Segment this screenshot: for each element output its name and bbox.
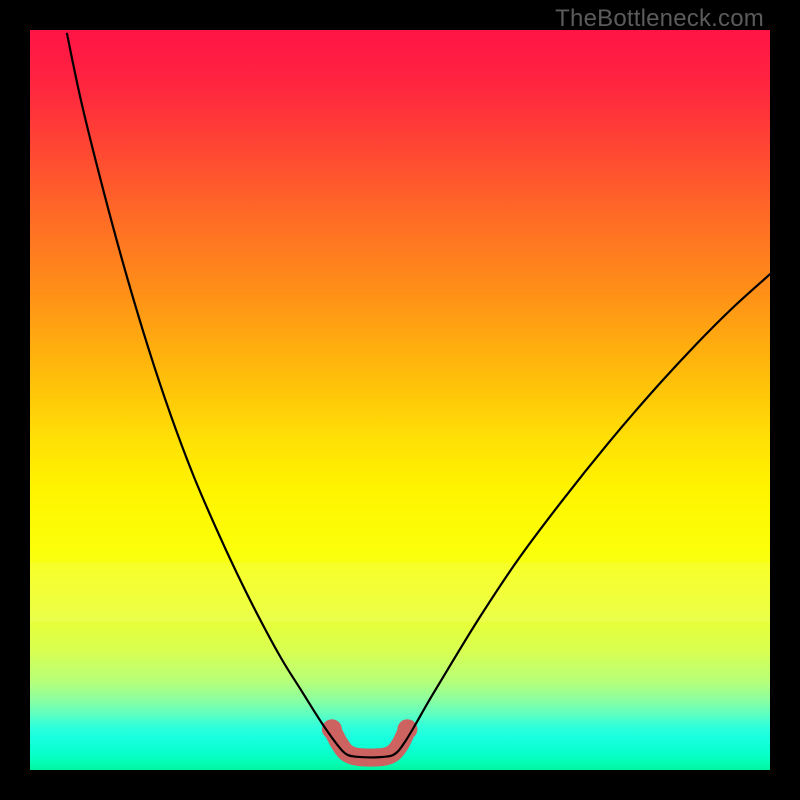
canvas: TheBottleneck.com [0,0,800,800]
bottleneck-curve [67,34,770,758]
watermark-text: TheBottleneck.com [555,5,764,33]
plot-area [30,30,770,770]
chart-layer [30,30,770,770]
